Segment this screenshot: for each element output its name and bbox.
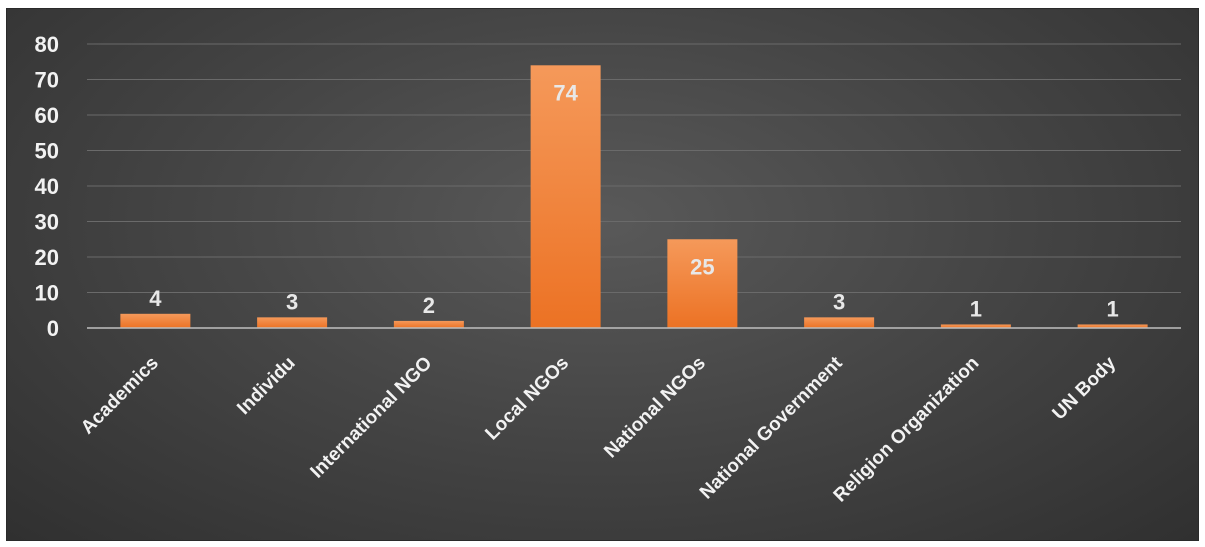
y-tick-label: 80 (35, 32, 59, 57)
x-category-label: National NGOs (600, 353, 710, 463)
y-tick-label: 10 (35, 281, 59, 306)
bar-chart: 0 10 20 30 40 50 60 70 80 4 3 2 74 25 3 1 1 Academics In… (35, 32, 1181, 506)
bar (1077, 324, 1148, 328)
data-label: 3 (286, 289, 298, 314)
x-category-label: Religion Organization (830, 353, 984, 507)
x-axis-categories: Academics Individu International NGO Local … (77, 352, 1120, 506)
x-category-label: International NGO (307, 353, 437, 483)
y-tick-label: 50 (35, 139, 59, 164)
bar (940, 324, 1011, 328)
bar (120, 313, 191, 328)
data-label: 74 (553, 80, 578, 105)
y-tick-label: 40 (35, 174, 59, 199)
data-label: 1 (970, 296, 982, 321)
x-category-label: Local NGOs (481, 353, 573, 445)
bar (257, 317, 328, 328)
bar (393, 320, 464, 328)
y-tick-label: 30 (35, 210, 59, 235)
chart-area: 0 10 20 30 40 50 60 70 80 4 3 2 74 25 3 1 1 Academics In… (6, 8, 1199, 541)
x-category-label: UN Body (1049, 352, 1121, 424)
y-tick-label: 70 (35, 68, 59, 93)
data-label: 1 (1107, 296, 1119, 321)
bar (530, 65, 601, 329)
bar (804, 317, 875, 328)
gridlines (87, 43, 1181, 293)
y-tick-label: 0 (47, 316, 59, 341)
bars (120, 65, 1148, 329)
data-label: 25 (690, 254, 714, 279)
y-tick-label: 60 (35, 103, 59, 128)
data-label: 2 (423, 293, 435, 318)
data-labels: 4 3 2 74 25 3 1 1 (149, 80, 1119, 321)
data-label: 3 (833, 289, 845, 314)
bar (667, 239, 738, 328)
data-label: 4 (149, 286, 162, 311)
y-tick-label: 20 (35, 245, 59, 270)
x-category-label: Individu (233, 353, 299, 419)
x-category-label: National Government (696, 352, 847, 503)
x-category-label: Academics (77, 353, 163, 439)
y-axis-ticks: 0 10 20 30 40 50 60 70 80 (35, 32, 59, 341)
